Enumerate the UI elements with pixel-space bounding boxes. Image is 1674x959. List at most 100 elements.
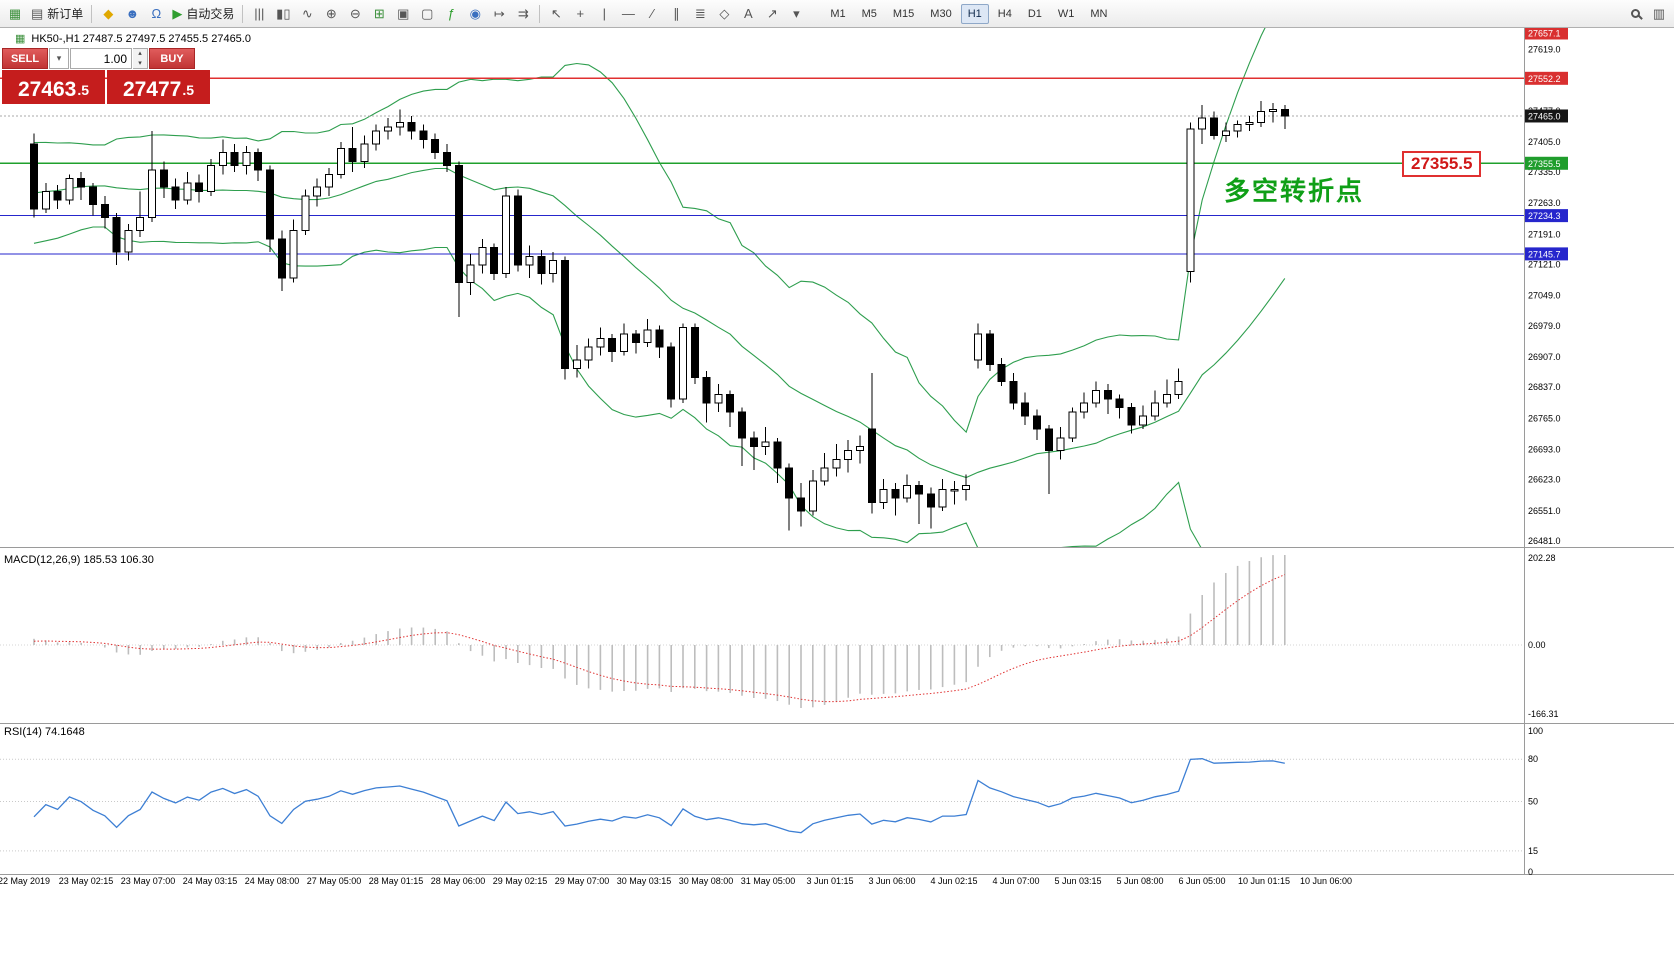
- svg-text:27191.0: 27191.0: [1528, 229, 1561, 239]
- bars-icon: |||: [254, 6, 265, 21]
- zoom-out-icon: ⊖: [349, 6, 361, 21]
- toolbar-group-draw: ↖ + | — ∕ ∥ ≣ ◇ A ↗ ▾: [544, 3, 808, 25]
- sell-price-button[interactable]: 27463 .5: [2, 70, 105, 104]
- svg-text:5 Jun 03:15: 5 Jun 03:15: [1054, 876, 1101, 886]
- timeframe-h4[interactable]: H4: [997, 7, 1012, 20]
- svg-text:10 Jun 06:00: 10 Jun 06:00: [1300, 876, 1352, 886]
- timeframe-m5[interactable]: M5: [861, 7, 877, 20]
- svg-text:50: 50: [1528, 797, 1538, 807]
- buy-price-button[interactable]: 27477 .5: [107, 70, 210, 104]
- svg-text:26765.0: 26765.0: [1528, 413, 1561, 423]
- zoom-in-button[interactable]: ⊕: [319, 3, 343, 25]
- arrow-tool-icon: ↗: [766, 6, 778, 21]
- buy-button[interactable]: BUY: [149, 48, 195, 69]
- text-button[interactable]: A: [736, 3, 760, 25]
- metaeditor-button[interactable]: ◆: [96, 3, 120, 25]
- cascade-windows-button[interactable]: ▢: [415, 3, 439, 25]
- vertical-line-button[interactable]: |: [592, 3, 616, 25]
- svg-text:26551.0: 26551.0: [1528, 506, 1561, 516]
- timeframe-d1[interactable]: D1: [1027, 7, 1042, 20]
- line-chart-button[interactable]: ∿: [295, 3, 319, 25]
- annotation-text[interactable]: 多空转折点: [1224, 176, 1365, 206]
- chevron-down-icon: ▾: [793, 6, 800, 21]
- one-click-trading-panel: SELL ▾ ▴ ▾ BUY 27463 .5 27477 .5: [2, 48, 210, 104]
- support-button[interactable]: Ω: [144, 3, 168, 25]
- timeframe-m15[interactable]: M15: [892, 7, 915, 20]
- tile-icon: ▣: [397, 6, 410, 21]
- indicator-icon: ƒ: [447, 6, 455, 21]
- svg-text:26623.0: 26623.0: [1528, 475, 1561, 485]
- svg-text:0.00: 0.00: [1528, 640, 1546, 650]
- grid-icon: ⊞: [373, 6, 385, 21]
- svg-text:28 May 01:15: 28 May 01:15: [369, 876, 424, 886]
- volume-down-button[interactable]: ▾: [138, 59, 142, 67]
- fibonacci-button[interactable]: ≣: [688, 3, 712, 25]
- volume-input[interactable]: [70, 48, 132, 69]
- algo-trading-button[interactable]: ▶ 自动交易: [168, 3, 238, 25]
- shapes-button[interactable]: ◇: [712, 3, 736, 25]
- svg-text:27657.1: 27657.1: [1528, 29, 1561, 39]
- toolbar-separator: [242, 4, 244, 23]
- svg-text:24 May 03:15: 24 May 03:15: [183, 876, 238, 886]
- indicators-button[interactable]: ƒ: [439, 3, 463, 25]
- svg-text:30 May 08:00: 30 May 08:00: [679, 876, 734, 886]
- sell-button[interactable]: SELL: [2, 48, 48, 69]
- timeframe-w1[interactable]: W1: [1057, 7, 1075, 20]
- search-button[interactable]: [1623, 3, 1647, 25]
- tile-windows-button[interactable]: ▣: [391, 3, 415, 25]
- main-toolbar: ▦ ▤ 新订单 ◆ ☻ Ω ▶ 自动交易 ||| ▮▯ ∿ ⊕ ⊖ ⊞ ▣ ▢ ƒ ◉ ↦ ⇉ ↖ + | — ∕ ∥ ≣ ◇ A…: [0, 0, 1674, 28]
- app-button[interactable]: ▦: [3, 3, 27, 25]
- play-icon: ▶: [172, 6, 183, 21]
- timeframe-m30[interactable]: M30: [930, 7, 952, 20]
- svg-text:26693.0: 26693.0: [1528, 444, 1561, 454]
- toolbar-separator: [91, 4, 93, 23]
- svg-text:27552.2: 27552.2: [1528, 74, 1561, 84]
- svg-text:28 May 06:00: 28 May 06:00: [431, 876, 486, 886]
- horizontal-line-button[interactable]: —: [616, 3, 640, 25]
- svg-text:26837.0: 26837.0: [1528, 382, 1561, 392]
- bar-chart-button[interactable]: |||: [247, 3, 271, 25]
- svg-text:26979.0: 26979.0: [1528, 321, 1561, 331]
- svg-text:26907.0: 26907.0: [1528, 352, 1561, 362]
- navigator-button[interactable]: ◉: [463, 3, 487, 25]
- new-order-button[interactable]: ▤ 新订单: [27, 3, 87, 25]
- timeframe-h1[interactable]: H1: [960, 3, 989, 24]
- svg-text:27335.0: 27335.0: [1528, 167, 1561, 177]
- buy-price-frac: .5: [182, 82, 195, 99]
- trendline-button[interactable]: ∕: [640, 3, 664, 25]
- svg-text:27121.0: 27121.0: [1528, 260, 1561, 270]
- symbol-ohlc-label: ▦ HK50-,H1 27487.5 27497.5 27455.5 27465…: [15, 32, 251, 46]
- auto-scroll-button[interactable]: ⇉: [511, 3, 535, 25]
- svg-text:100: 100: [1528, 726, 1543, 736]
- text-icon: A: [743, 6, 753, 21]
- zoom-out-button[interactable]: ⊖: [343, 3, 367, 25]
- timeframe-mn[interactable]: MN: [1090, 7, 1108, 20]
- navigator-icon: ◉: [469, 6, 481, 21]
- timeframe-m1[interactable]: M1: [830, 7, 846, 20]
- svg-text:29 May 07:00: 29 May 07:00: [555, 876, 610, 886]
- crosshair-icon: +: [576, 6, 585, 21]
- chart-canvas[interactable]: 27619.027477.027405.027335.027263.027191…: [0, 26, 1674, 954]
- arrows-button[interactable]: ↗: [760, 3, 784, 25]
- more-tools-button[interactable]: ▾: [784, 3, 808, 25]
- candle-chart-button[interactable]: ▮▯: [271, 3, 295, 25]
- volume-dropdown[interactable]: ▾: [49, 48, 69, 69]
- crosshair-button[interactable]: +: [568, 3, 592, 25]
- headset-icon: Ω: [151, 6, 162, 21]
- candles-icon: ▮▯: [276, 6, 291, 21]
- data-window-button[interactable]: ▥: [1647, 3, 1671, 25]
- price-tag-label[interactable]: 27355.5: [1402, 151, 1482, 177]
- svg-text:5 Jun 08:00: 5 Jun 08:00: [1116, 876, 1163, 886]
- svg-text:22 May 2019: 22 May 2019: [0, 876, 50, 886]
- toolbar-separator: [539, 4, 541, 23]
- chart-shift-button[interactable]: ↦: [487, 3, 511, 25]
- svg-text:30 May 03:15: 30 May 03:15: [617, 876, 672, 886]
- svg-text:27234.3: 27234.3: [1528, 211, 1561, 221]
- community-button[interactable]: ☻: [120, 3, 144, 25]
- auto-arrange-button[interactable]: ⊞: [367, 3, 391, 25]
- toolbar-group-account: ◆ ☻ Ω ▶ 自动交易: [96, 3, 238, 25]
- equidistant-channel-button[interactable]: ∥: [664, 3, 688, 25]
- cursor-button[interactable]: ↖: [544, 3, 568, 25]
- volume-up-button[interactable]: ▴: [138, 50, 142, 57]
- svg-text:-166.31: -166.31: [1528, 709, 1559, 719]
